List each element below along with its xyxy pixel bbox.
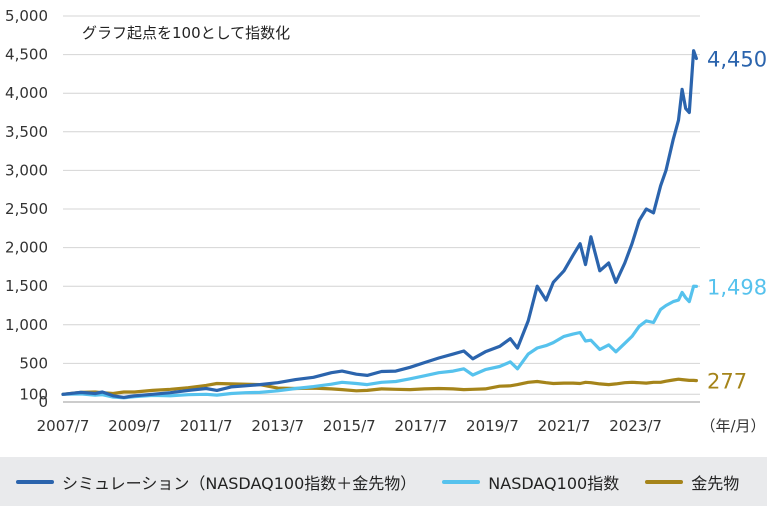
series-line-gold xyxy=(61,377,698,396)
x-tick-label: 2009/7 xyxy=(108,417,161,435)
x-axis-labels: 2007/7 2009/7 2011/7 2013/7 2015/7 2017/7 2019… xyxy=(37,417,766,435)
legend-item-gold: 金先物 xyxy=(645,470,739,494)
x-tick-label: 2019/7 xyxy=(466,417,519,435)
legend-label-simulation: シミュレーション（NASDAQ100指数＋金先物） xyxy=(62,473,417,493)
x-axis-unit: （年/月） xyxy=(700,417,765,435)
legend-swatch-simulation xyxy=(16,479,54,484)
chart-legend: シミュレーション（NASDAQ100指数＋金先物） NASDAQ100指数 金先… xyxy=(0,457,767,506)
legend-item-nasdaq100: NASDAQ100指数 xyxy=(442,470,619,494)
series-lines xyxy=(61,49,698,400)
legend-label-nasdaq100: NASDAQ100指数 xyxy=(488,473,620,493)
y-tick-label: 3,500 xyxy=(5,123,48,141)
y-tick-label: 100 xyxy=(19,385,48,403)
grid-lines xyxy=(63,15,700,403)
y-tick-label: 1,500 xyxy=(5,277,48,295)
y-tick-label: 500 xyxy=(19,354,48,372)
y-tick-label: 0 xyxy=(38,393,48,411)
end-label-simulation: 4,450 xyxy=(707,47,767,71)
x-tick-label: 2007/7 xyxy=(37,417,90,435)
x-tick-label: 2011/7 xyxy=(180,417,233,435)
series-line-simulation xyxy=(61,49,698,399)
y-tick-label: 1,000 xyxy=(5,316,48,334)
y-tick-label: 4,000 xyxy=(5,84,48,102)
y-tick-label: 2,500 xyxy=(5,200,48,218)
legend-swatch-gold xyxy=(645,479,684,484)
series-line-nasdaq100 xyxy=(61,284,698,400)
x-tick-label: 2023/7 xyxy=(609,417,662,435)
x-tick-label: 2021/7 xyxy=(538,417,591,435)
end-label-nasdaq100: 1,498 xyxy=(707,275,767,299)
legend-swatch-nasdaq100 xyxy=(442,479,481,484)
end-value-labels: 4,450 1,498 277 xyxy=(707,47,767,393)
x-tick-label: 2015/7 xyxy=(323,417,376,435)
x-tick-label: 2017/7 xyxy=(394,417,447,435)
y-tick-label: 4,500 xyxy=(5,46,48,64)
legend-item-simulation: シミュレーション（NASDAQ100指数＋金先物） xyxy=(16,470,416,494)
y-tick-label: 5,000 xyxy=(5,7,48,25)
legend-label-gold: 金先物 xyxy=(691,473,740,493)
x-tick-label: 2013/7 xyxy=(251,417,304,435)
end-label-gold: 277 xyxy=(707,370,747,394)
chart-annotation: グラフ起点を100として指数化 xyxy=(82,24,290,42)
y-tick-label: 2,000 xyxy=(5,239,48,257)
y-tick-label: 3,000 xyxy=(5,161,48,179)
